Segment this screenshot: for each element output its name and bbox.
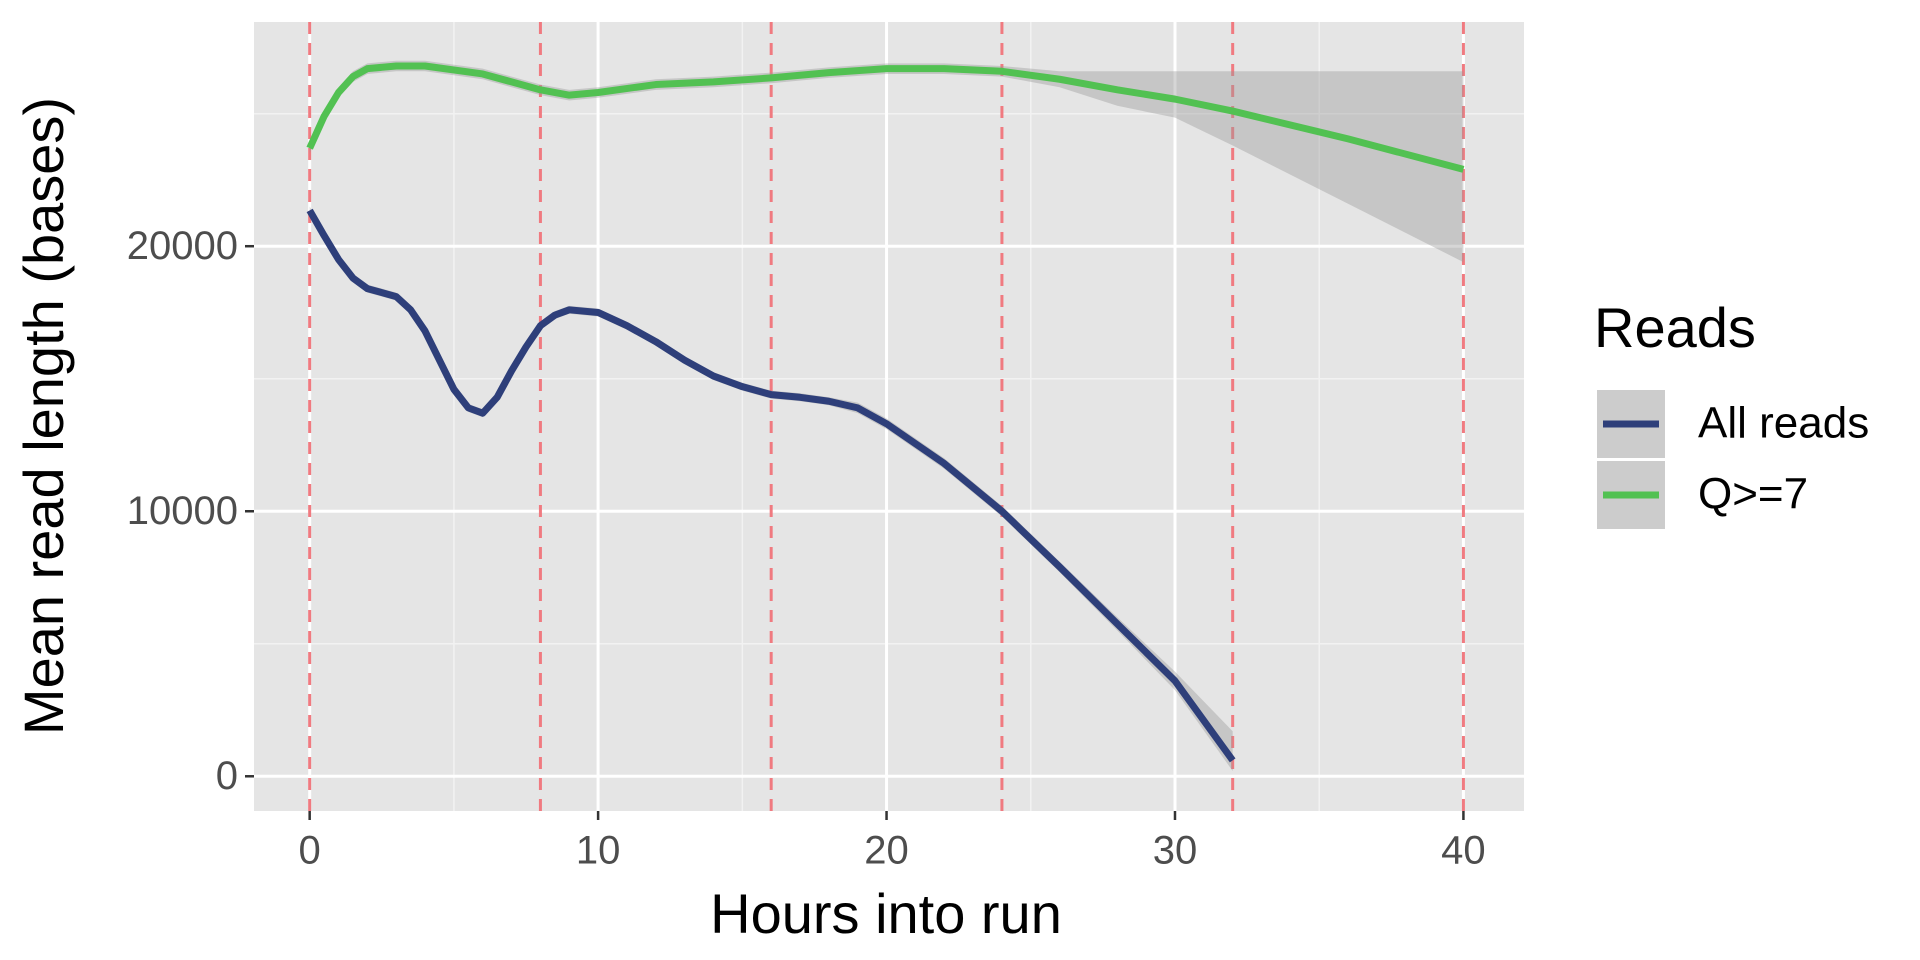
x-tick-label: 0: [299, 829, 321, 873]
legend-title: Reads: [1594, 296, 1756, 359]
x-tick-label: 20: [864, 829, 909, 873]
series-line: [306, 62, 1465, 173]
x-axis-title: Hours into run: [710, 882, 1062, 945]
y-tick-label: 20000: [127, 224, 238, 268]
x-tick-label: 10: [576, 829, 621, 873]
y-axis-title: Mean read length (bases): [12, 97, 75, 735]
x-tick-label: 40: [1441, 829, 1486, 873]
x-tick-label: 30: [1153, 829, 1198, 873]
confidence-band: [309, 60, 1464, 263]
y-tick-label: 0: [216, 754, 238, 798]
series-line: [306, 208, 1236, 763]
legend-label: All reads: [1698, 399, 1869, 448]
y-tick-label: 10000: [127, 489, 238, 533]
legend-label: Q>=7: [1698, 470, 1808, 519]
panel: [254, 22, 1524, 811]
